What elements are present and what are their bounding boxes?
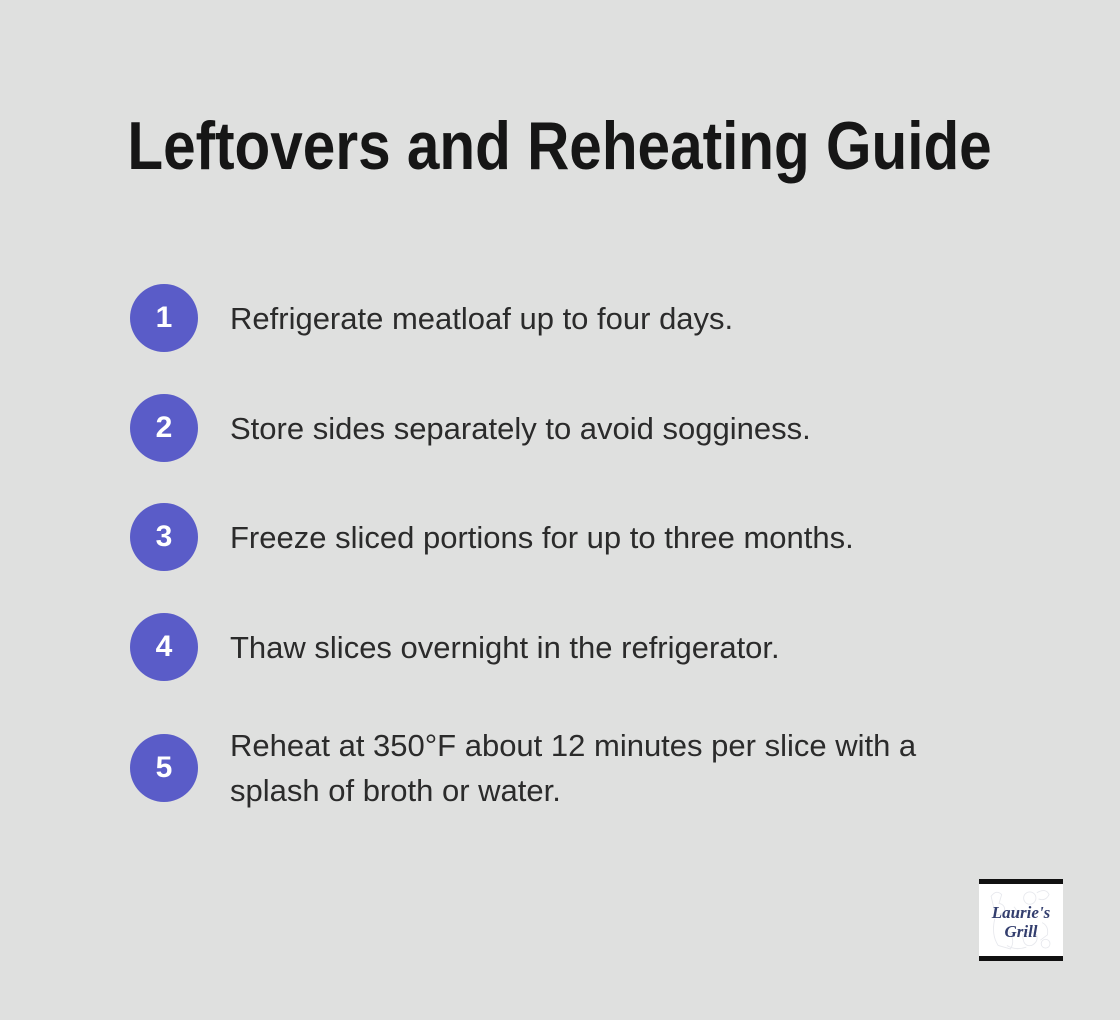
step-text: Refrigerate meatloaf up to four days. xyxy=(230,300,734,336)
brand-logo: Laurie's Grill xyxy=(979,879,1063,961)
logo-sketch-background xyxy=(990,890,1051,950)
step-text: Freeze sliced portions for up to three m… xyxy=(230,519,854,555)
step-number: 5 xyxy=(155,751,173,784)
step-row-4: 4 Thaw slices overnight in the refrigera… xyxy=(130,613,780,681)
logo-name-line1: Laurie's xyxy=(991,903,1051,922)
step-number-badge: 3 xyxy=(130,503,198,571)
step-number: 1 xyxy=(155,301,173,334)
step-text: Reheat at 350°F about 12 minutes per sli… xyxy=(230,728,917,808)
step-number-badge: 2 xyxy=(130,394,198,462)
logo-wordmark: Laurie's Grill xyxy=(979,884,1063,956)
step-number-badge: 5 xyxy=(130,734,198,802)
page-title: Leftovers and Reheating Guide xyxy=(0,105,1120,187)
step-number-badge: 4 xyxy=(130,613,198,681)
step-number: 3 xyxy=(155,520,173,553)
page-title-text: Leftovers and Reheating Guide xyxy=(127,108,993,184)
step-row-2: 2 Store sides separately to avoid soggin… xyxy=(130,394,811,462)
step-number-badge: 1 xyxy=(130,284,198,352)
step-text: Store sides separately to avoid soggines… xyxy=(230,410,811,446)
step-number: 2 xyxy=(155,411,173,444)
logo-name-line2: Grill xyxy=(1004,922,1038,941)
step-row-1: 1 Refrigerate meatloaf up to four days. xyxy=(130,284,733,352)
step-row-5: 5 Reheat at 350°F about 12 minutes per s… xyxy=(130,723,970,813)
step-number: 4 xyxy=(155,630,173,663)
step-text: Thaw slices overnight in the refrigerato… xyxy=(230,629,780,665)
step-row-3: 3 Freeze sliced portions for up to three… xyxy=(130,503,854,571)
